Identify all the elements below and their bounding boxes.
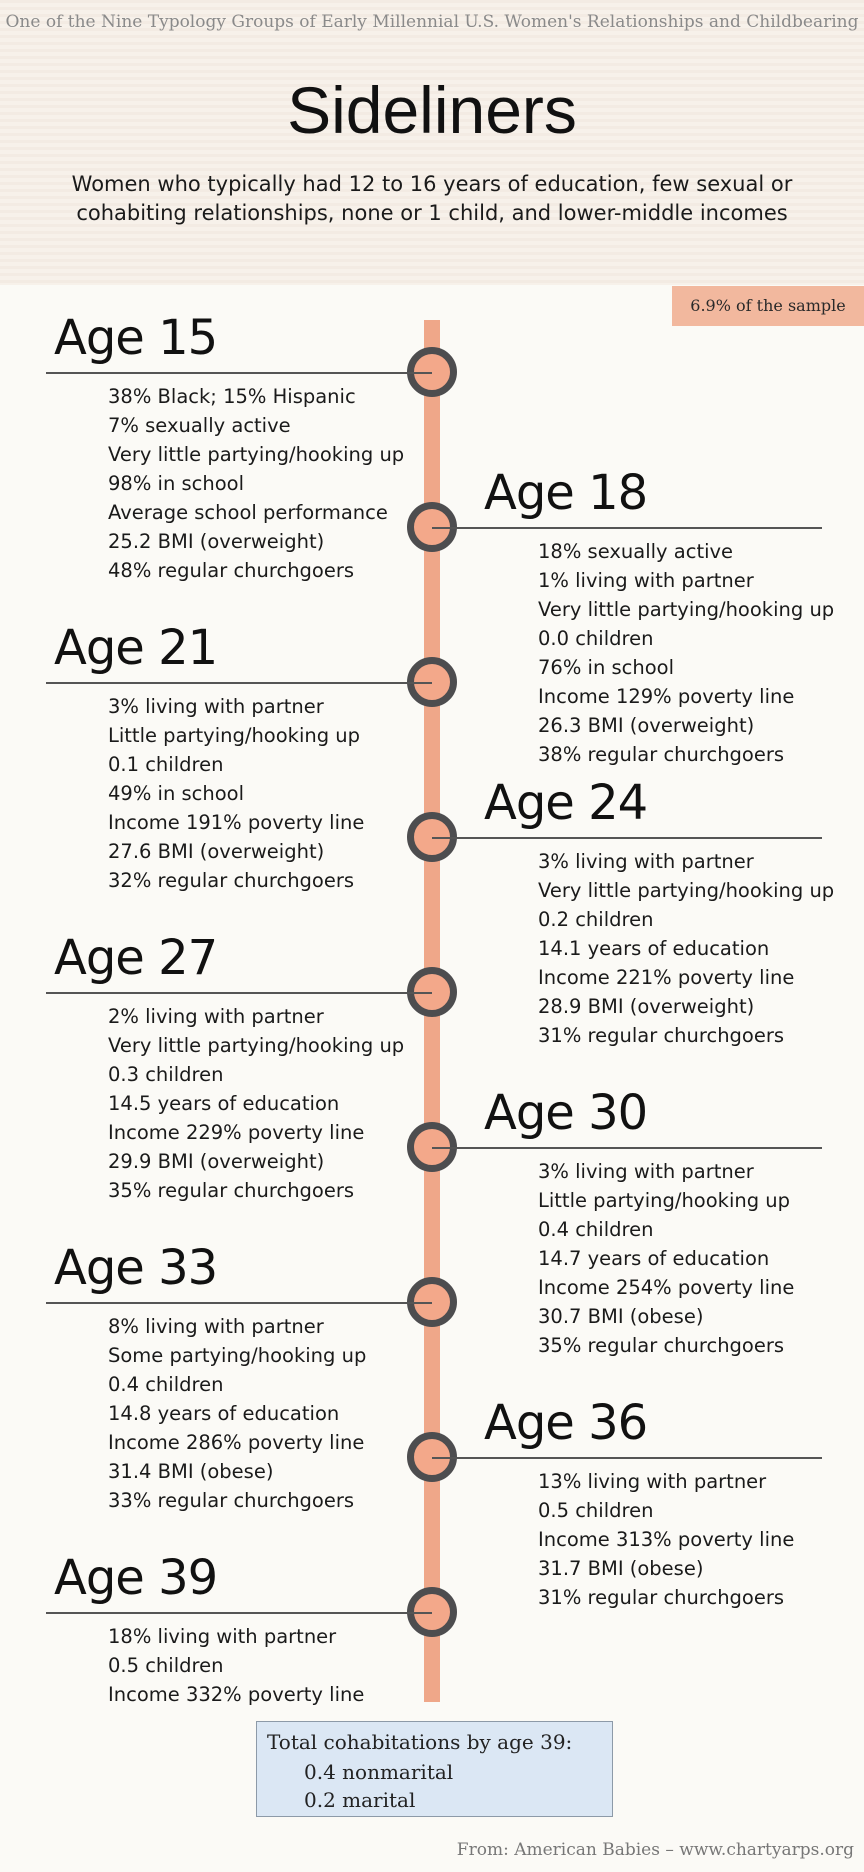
age-heading: Age 30: [484, 1085, 648, 1141]
stat-item: 49% in school: [108, 782, 245, 805]
stat-item: 7% sexually active: [108, 414, 291, 437]
age-heading: Age 21: [54, 620, 218, 676]
stat-item: Average school performance: [108, 501, 388, 524]
stat-item: 35% regular churchgoers: [538, 1334, 785, 1357]
stat-item: Income 191% poverty line: [108, 811, 365, 834]
stat-item: Income 229% poverty line: [108, 1121, 365, 1144]
stat-item: Some partying/hooking up: [108, 1344, 367, 1367]
age-heading: Age 27: [54, 930, 218, 986]
age-stats-list: 3% living with partner Little partying/ho…: [108, 692, 364, 895]
age-stats-list: 3% living with partner Little partying/ho…: [538, 1157, 794, 1360]
stat-item: 0.0 children: [538, 627, 654, 650]
supertitle: One of the Nine Typology Groups of Early…: [5, 12, 859, 32]
stat-item: 8% living with partner: [108, 1315, 324, 1338]
stat-item: 38% regular churchgoers: [538, 743, 785, 766]
stat-item: 31% regular churchgoers: [538, 1586, 785, 1609]
source-credit: From: American Babies – www.chartyarps.o…: [456, 1840, 854, 1860]
stat-item: 35% regular churchgoers: [108, 1179, 355, 1202]
stat-item: 3% living with partner: [108, 695, 324, 718]
stat-item: Income 129% poverty line: [538, 685, 795, 708]
stat-item: 13% living with partner: [538, 1470, 767, 1493]
header-banner: One of the Nine Typology Groups of Early…: [0, 0, 864, 285]
age-underline: [46, 992, 432, 994]
totals-nonmarital: 0.4 nonmarital: [304, 1760, 454, 1784]
age-stats-list: 18% sexually active 1% living with partne…: [538, 537, 834, 769]
stat-item: 0.5 children: [538, 1499, 654, 1522]
age-underline: [46, 1302, 432, 1304]
age-heading: Age 33: [54, 1240, 218, 1296]
stat-item: 1% living with partner: [538, 569, 754, 592]
age-underline: [46, 682, 432, 684]
stat-item: Very little partying/hooking up: [538, 598, 835, 621]
age-heading: Age 15: [54, 310, 218, 366]
stat-item: 18% living with partner: [108, 1625, 337, 1648]
age-underline: [432, 1457, 822, 1459]
age-underline: [432, 1147, 822, 1149]
stat-item: 14.8 years of education: [108, 1402, 340, 1425]
stat-item: 0.4 children: [538, 1218, 654, 1241]
age-stats-list: 13% living with partner 0.5 children Incom…: [538, 1467, 794, 1612]
age-stats-list: 2% living with partner Very little partyi…: [108, 1002, 404, 1205]
age-stats-list: 3% living with partner Very little partyi…: [538, 847, 834, 1050]
stat-item: 2% living with partner: [108, 1005, 324, 1028]
stat-item: 0.1 children: [108, 753, 224, 776]
stat-item: 14.1 years of education: [538, 937, 770, 960]
stat-item: 0.4 children: [108, 1373, 224, 1396]
subtitle: Women who typically had 12 to 16 years o…: [71, 172, 793, 225]
stat-item: 38% Black; 15% Hispanic: [108, 385, 356, 408]
stat-item: 30.7 BMI (obese): [538, 1305, 704, 1328]
age-stats-list: 38% Black; 15% Hispanic 7% sexually activ…: [108, 382, 404, 585]
stat-item: 31.7 BMI (obese): [538, 1557, 704, 1580]
stat-item: Income 332% poverty line: [108, 1683, 365, 1706]
stat-item: 98% in school: [108, 472, 245, 495]
stat-item: 25.2 BMI (overweight): [108, 530, 325, 553]
stat-item: 31.4 BMI (obese): [108, 1460, 274, 1483]
totals-marital: 0.2 marital: [304, 1788, 416, 1812]
age-underline: [46, 1612, 432, 1614]
stat-item: 31% regular churchgoers: [538, 1024, 785, 1047]
sample-share-badge: 6.9% of the sample: [672, 286, 864, 326]
cohabitation-totals-box: Total cohabitations by age 39: 0.4 nonma…: [256, 1721, 613, 1817]
age-underline: [432, 837, 822, 839]
stat-item: 14.7 years of education: [538, 1247, 770, 1270]
stat-item: 3% living with partner: [538, 850, 754, 873]
stat-item: Very little partying/hooking up: [538, 879, 835, 902]
stat-item: 26.3 BMI (overweight): [538, 714, 755, 737]
stat-item: Very little partying/hooking up: [108, 1034, 405, 1057]
stat-item: Income 313% poverty line: [538, 1528, 795, 1551]
stat-item: Little partying/hooking up: [108, 724, 361, 747]
stat-item: 3% living with partner: [538, 1160, 754, 1183]
stat-item: 0.3 children: [108, 1063, 224, 1086]
stat-item: Very little partying/hooking up: [108, 443, 405, 466]
age-stats-list: 8% living with partner Some partying/hook…: [108, 1312, 366, 1515]
stat-item: 33% regular churchgoers: [108, 1489, 355, 1512]
stat-item: 28.9 BMI (overweight): [538, 995, 755, 1018]
stat-item: 18% sexually active: [538, 540, 734, 563]
stat-item: Income 221% poverty line: [538, 966, 795, 989]
stat-item: Little partying/hooking up: [538, 1189, 791, 1212]
stat-item: 76% in school: [538, 656, 675, 679]
stat-item: 27.6 BMI (overweight): [108, 840, 325, 863]
age-stats-list: 18% living with partner 0.5 children Incom…: [108, 1622, 364, 1709]
totals-title: Total cohabitations by age 39:: [267, 1730, 573, 1754]
stat-item: 0.2 children: [538, 908, 654, 931]
timeline-node: [407, 657, 457, 707]
stat-item: Income 254% poverty line: [538, 1276, 795, 1299]
age-heading: Age 39: [54, 1550, 218, 1606]
stat-item: 14.5 years of education: [108, 1092, 340, 1115]
age-heading: Age 36: [484, 1395, 648, 1451]
page-title: Sideliners: [287, 73, 577, 147]
age-heading: Age 18: [484, 465, 648, 521]
age-underline: [46, 372, 432, 374]
stat-item: 0.5 children: [108, 1654, 224, 1677]
stat-item: Income 286% poverty line: [108, 1431, 365, 1454]
age-heading: Age 24: [484, 775, 648, 831]
stat-item: 32% regular churchgoers: [108, 869, 355, 892]
stat-item: 48% regular churchgoers: [108, 559, 355, 582]
age-underline: [432, 527, 822, 529]
stat-item: 29.9 BMI (overweight): [108, 1150, 325, 1173]
